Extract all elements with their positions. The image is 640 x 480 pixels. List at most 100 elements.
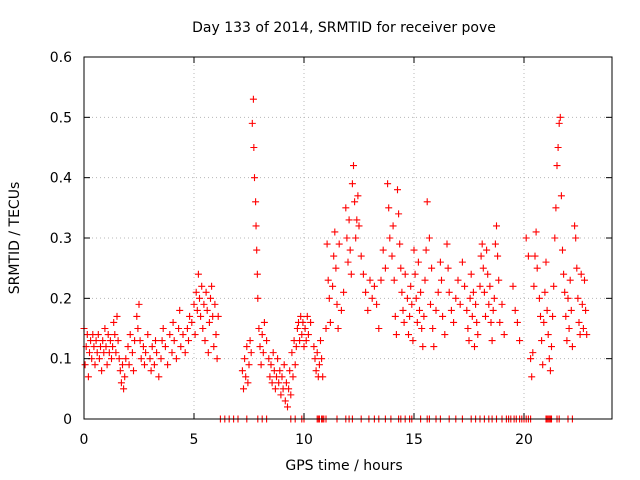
data-point — [108, 355, 115, 363]
data-point — [164, 361, 172, 369]
data-point — [329, 282, 337, 290]
data-point — [258, 331, 266, 339]
data-point — [246, 337, 254, 345]
data-point — [398, 288, 406, 296]
data-point — [392, 331, 400, 339]
data-point — [168, 349, 176, 357]
data-point — [427, 300, 434, 308]
data-point — [211, 300, 219, 308]
data-point — [471, 343, 478, 351]
data-point — [248, 119, 256, 127]
data-point — [555, 119, 563, 127]
data-point — [366, 276, 374, 284]
data-point — [106, 337, 114, 345]
data-point — [252, 222, 260, 230]
data-point — [567, 306, 575, 314]
data-point — [269, 349, 277, 357]
data-point — [495, 276, 503, 284]
data-point — [395, 210, 403, 218]
data-point — [136, 337, 144, 345]
axis-ticks — [83, 56, 612, 420]
data-point — [429, 325, 437, 332]
data-point — [292, 343, 300, 351]
data-point — [249, 95, 257, 103]
data-point — [260, 318, 268, 326]
data-point — [405, 331, 412, 339]
data-point — [212, 331, 220, 339]
data-point — [428, 264, 436, 272]
data-point — [318, 355, 326, 363]
data-point — [406, 312, 414, 320]
data-point — [407, 282, 415, 290]
y-tick-labels: 0 0.1 0.2 0.3 0.4 0.5 0.6 — [50, 50, 72, 428]
data-point — [170, 337, 178, 345]
data-point — [582, 306, 590, 314]
data-point — [150, 361, 158, 369]
data-point — [214, 312, 222, 320]
data-point — [564, 294, 572, 302]
data-point — [551, 234, 559, 242]
data-point — [263, 337, 271, 345]
data-point — [401, 270, 409, 278]
data-point — [396, 240, 404, 248]
data-point — [116, 367, 124, 375]
data-point — [199, 325, 207, 332]
data-point — [111, 331, 119, 339]
data-point — [576, 331, 584, 339]
data-point — [323, 240, 331, 248]
data-point — [559, 246, 566, 254]
data-point — [175, 325, 183, 332]
data-point — [286, 367, 294, 375]
data-point — [146, 355, 154, 363]
x-tick-label: 10 — [295, 432, 313, 448]
data-point — [186, 312, 194, 320]
data-point — [375, 325, 383, 332]
data-point — [326, 318, 334, 326]
data-point — [125, 361, 133, 369]
data-point — [159, 325, 167, 332]
data-point — [527, 355, 535, 363]
data-point — [311, 355, 319, 363]
data-point — [483, 246, 491, 254]
data-point — [325, 294, 333, 302]
data-point — [452, 294, 460, 302]
data-point — [438, 276, 445, 284]
data-point — [169, 318, 177, 326]
data-point — [434, 288, 442, 296]
data-point — [544, 331, 552, 339]
data-point — [335, 240, 343, 248]
data-point — [561, 288, 569, 296]
data-point — [385, 204, 393, 212]
data-point — [524, 252, 532, 260]
data-point — [245, 361, 253, 369]
data-point — [557, 192, 565, 200]
data-point — [275, 379, 283, 387]
data-point — [347, 270, 355, 278]
data-point — [141, 361, 148, 369]
data-point — [484, 270, 492, 278]
data-point — [397, 264, 405, 272]
data-point — [463, 306, 471, 314]
data-point — [285, 385, 293, 393]
data-point — [578, 300, 586, 308]
data-point — [317, 337, 324, 345]
data-point — [368, 294, 376, 302]
data-point — [105, 349, 113, 357]
data-point — [489, 306, 497, 314]
data-point — [300, 343, 308, 351]
data-point — [530, 282, 538, 290]
data-point — [357, 252, 365, 260]
data-point — [573, 264, 581, 272]
y-tick-label: 0.5 — [50, 110, 72, 126]
data-point — [464, 325, 472, 332]
data-point — [458, 258, 466, 266]
data-point — [124, 343, 132, 351]
data-point — [90, 343, 98, 351]
data-point — [267, 361, 275, 369]
data-point — [472, 300, 480, 308]
data-point — [185, 337, 192, 345]
data-point — [210, 343, 218, 351]
data-point — [565, 325, 573, 332]
data-point — [202, 288, 210, 296]
data-point — [268, 379, 276, 387]
